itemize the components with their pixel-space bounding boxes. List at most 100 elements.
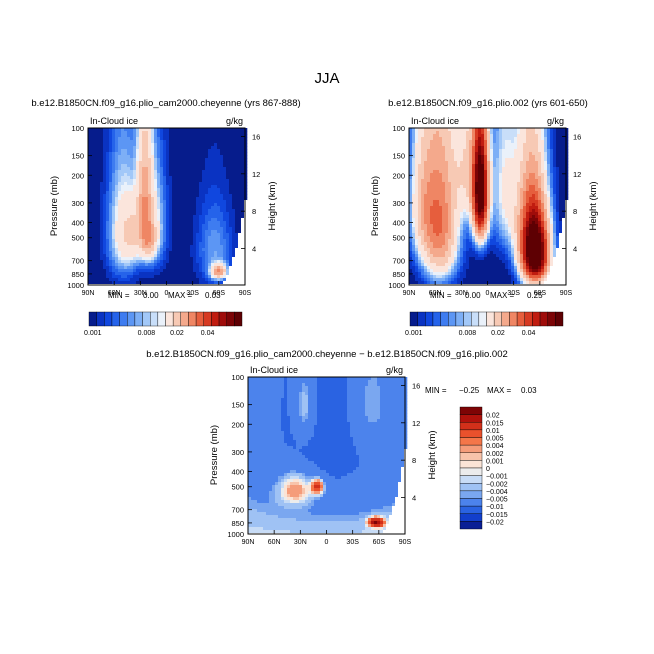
field-cell — [229, 143, 233, 147]
field-cell — [241, 179, 245, 183]
field-cell — [151, 263, 155, 267]
field-cell — [415, 128, 419, 132]
field-cell — [172, 155, 176, 159]
field-cell — [451, 173, 455, 177]
field-cell — [115, 254, 119, 258]
field-cell — [514, 191, 518, 195]
field-cell — [181, 173, 185, 177]
field-cell — [112, 233, 116, 237]
field-cell — [100, 170, 104, 174]
field-cell — [565, 197, 569, 201]
field-cell — [169, 155, 173, 159]
field-cell — [517, 173, 521, 177]
field-cell — [448, 182, 452, 186]
field-cell — [160, 212, 164, 216]
field-cell — [226, 278, 230, 282]
field-cell — [484, 155, 488, 159]
field-cell — [493, 203, 497, 207]
field-cell — [172, 236, 176, 240]
field-cell — [412, 137, 416, 141]
field-cell — [415, 170, 419, 174]
field-cell — [445, 197, 449, 201]
field-cell — [415, 197, 419, 201]
field-cell — [205, 203, 209, 207]
field-cell — [232, 158, 236, 162]
field-cell — [169, 185, 173, 189]
field-cell — [475, 137, 479, 141]
field-cell — [502, 245, 506, 249]
field-cell — [124, 170, 128, 174]
field-cell — [556, 170, 560, 174]
field-cell — [145, 128, 149, 132]
field-cell — [106, 236, 110, 240]
field-cell — [163, 188, 167, 192]
field-cell — [88, 281, 92, 285]
field-cell — [148, 203, 152, 207]
field-cell — [547, 227, 551, 231]
field-cell — [499, 197, 503, 201]
field-cell — [565, 179, 569, 183]
field-cell — [187, 251, 191, 255]
field-cell — [154, 263, 158, 267]
field-cell — [556, 218, 560, 222]
field-cell — [217, 164, 221, 168]
field-cell — [172, 143, 176, 147]
field-cell — [172, 191, 176, 195]
field-cell — [145, 284, 149, 288]
field-cell — [415, 236, 419, 240]
field-cell — [100, 263, 104, 267]
field-cell — [532, 137, 536, 141]
field-cell — [499, 149, 503, 153]
field-cell — [145, 221, 149, 225]
field-cell — [172, 275, 176, 279]
field-cell — [184, 236, 188, 240]
field-cell — [145, 197, 149, 201]
field-cell — [454, 194, 458, 198]
field-cell — [202, 179, 206, 183]
field-cell — [505, 182, 509, 186]
field-cell — [175, 203, 179, 207]
field-cell — [547, 155, 551, 159]
field-cell — [142, 215, 146, 219]
field-cell — [493, 233, 497, 237]
field-cell — [484, 200, 488, 204]
field-cell — [562, 149, 566, 153]
field-cell — [169, 200, 173, 204]
field-cell — [103, 164, 107, 168]
field-cell — [181, 254, 185, 258]
field-cell — [169, 167, 173, 171]
field-cell — [469, 209, 473, 213]
field-cell — [427, 143, 431, 147]
field-cell — [532, 143, 536, 147]
field-cell — [463, 194, 467, 198]
field-cell — [181, 158, 185, 162]
field-cell — [94, 158, 98, 162]
field-cell — [547, 131, 551, 135]
field-cell — [424, 191, 428, 195]
field-cell — [100, 173, 104, 177]
field-cell — [238, 194, 242, 198]
field-cell — [166, 173, 170, 177]
field-cell — [556, 149, 560, 153]
field-cell — [211, 128, 215, 132]
field-cell — [109, 236, 113, 240]
field-cell — [244, 281, 248, 285]
min-label: MIN = — [108, 291, 130, 300]
field-cell — [145, 260, 149, 264]
field-cell — [127, 218, 131, 222]
field-cell — [163, 284, 167, 288]
field-cell — [136, 212, 140, 216]
field-cell — [460, 134, 464, 138]
field-cell — [565, 206, 569, 210]
field-cell — [223, 188, 227, 192]
field-cell — [169, 212, 173, 216]
field-cell — [217, 161, 221, 165]
field-cell — [202, 200, 206, 204]
field-cell — [235, 149, 239, 153]
field-cell — [484, 239, 488, 243]
field-cell — [136, 248, 140, 252]
field-cell — [481, 203, 485, 207]
field-cell — [139, 257, 143, 261]
field-cell — [499, 242, 503, 246]
field-cell — [481, 170, 485, 174]
